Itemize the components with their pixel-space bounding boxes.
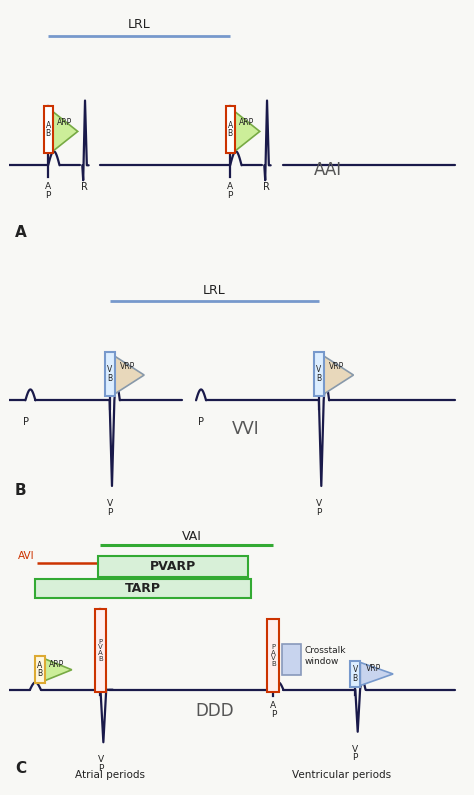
Text: ARP: ARP <box>57 118 73 127</box>
Polygon shape <box>45 659 72 681</box>
Text: P
V
A
B: P V A B <box>98 638 103 662</box>
Text: Crosstalk
window: Crosstalk window <box>304 646 346 666</box>
Text: A
B: A B <box>46 121 51 138</box>
Text: V
B: V B <box>316 366 321 382</box>
FancyBboxPatch shape <box>35 656 45 684</box>
Text: A
B: A B <box>37 661 42 678</box>
Text: AAI: AAI <box>314 161 342 179</box>
Text: A
P: A P <box>45 182 51 200</box>
Text: VVI: VVI <box>232 420 260 438</box>
Polygon shape <box>360 662 393 685</box>
Text: V
P: V P <box>98 755 103 773</box>
Polygon shape <box>324 356 354 394</box>
Text: AVI: AVI <box>18 551 35 561</box>
FancyBboxPatch shape <box>105 352 115 396</box>
FancyBboxPatch shape <box>226 106 235 153</box>
Text: V
P: V P <box>352 745 358 762</box>
Text: PVARP: PVARP <box>150 560 196 572</box>
Text: VRP: VRP <box>120 363 135 371</box>
Text: LRL: LRL <box>203 284 226 297</box>
Text: A
P: A P <box>270 701 276 719</box>
Polygon shape <box>235 111 260 151</box>
Text: V
B: V B <box>107 366 112 382</box>
FancyBboxPatch shape <box>282 643 301 675</box>
FancyBboxPatch shape <box>35 580 251 598</box>
Text: VAI: VAI <box>182 529 201 543</box>
Text: V
P: V P <box>107 499 113 517</box>
Text: P: P <box>198 417 204 427</box>
Text: A
B: A B <box>228 121 233 138</box>
Text: V
B: V B <box>353 665 358 683</box>
Text: B: B <box>15 483 27 498</box>
Text: TARP: TARP <box>125 582 161 595</box>
Text: P: P <box>23 417 29 427</box>
FancyBboxPatch shape <box>314 352 324 396</box>
Text: ARP: ARP <box>239 118 255 127</box>
FancyBboxPatch shape <box>350 661 360 687</box>
FancyBboxPatch shape <box>44 106 53 153</box>
Text: A: A <box>15 225 27 240</box>
Text: VRP: VRP <box>329 363 345 371</box>
Text: Ventricular periods: Ventricular periods <box>292 770 391 780</box>
Text: A
P: A P <box>227 182 233 200</box>
Text: ARP: ARP <box>49 661 64 669</box>
Text: P
A
V
B: P A V B <box>271 644 276 667</box>
Text: VRP: VRP <box>366 665 381 673</box>
FancyBboxPatch shape <box>98 556 248 577</box>
Text: DDD: DDD <box>195 702 234 719</box>
Text: R: R <box>263 182 270 192</box>
Text: Atrial periods: Atrial periods <box>74 770 145 780</box>
Polygon shape <box>115 356 144 394</box>
Polygon shape <box>53 111 78 151</box>
Text: C: C <box>15 761 26 776</box>
FancyBboxPatch shape <box>267 619 279 692</box>
Text: R: R <box>81 182 88 192</box>
Text: LRL: LRL <box>128 17 151 31</box>
Text: V
P: V P <box>316 499 322 517</box>
FancyBboxPatch shape <box>95 609 106 692</box>
